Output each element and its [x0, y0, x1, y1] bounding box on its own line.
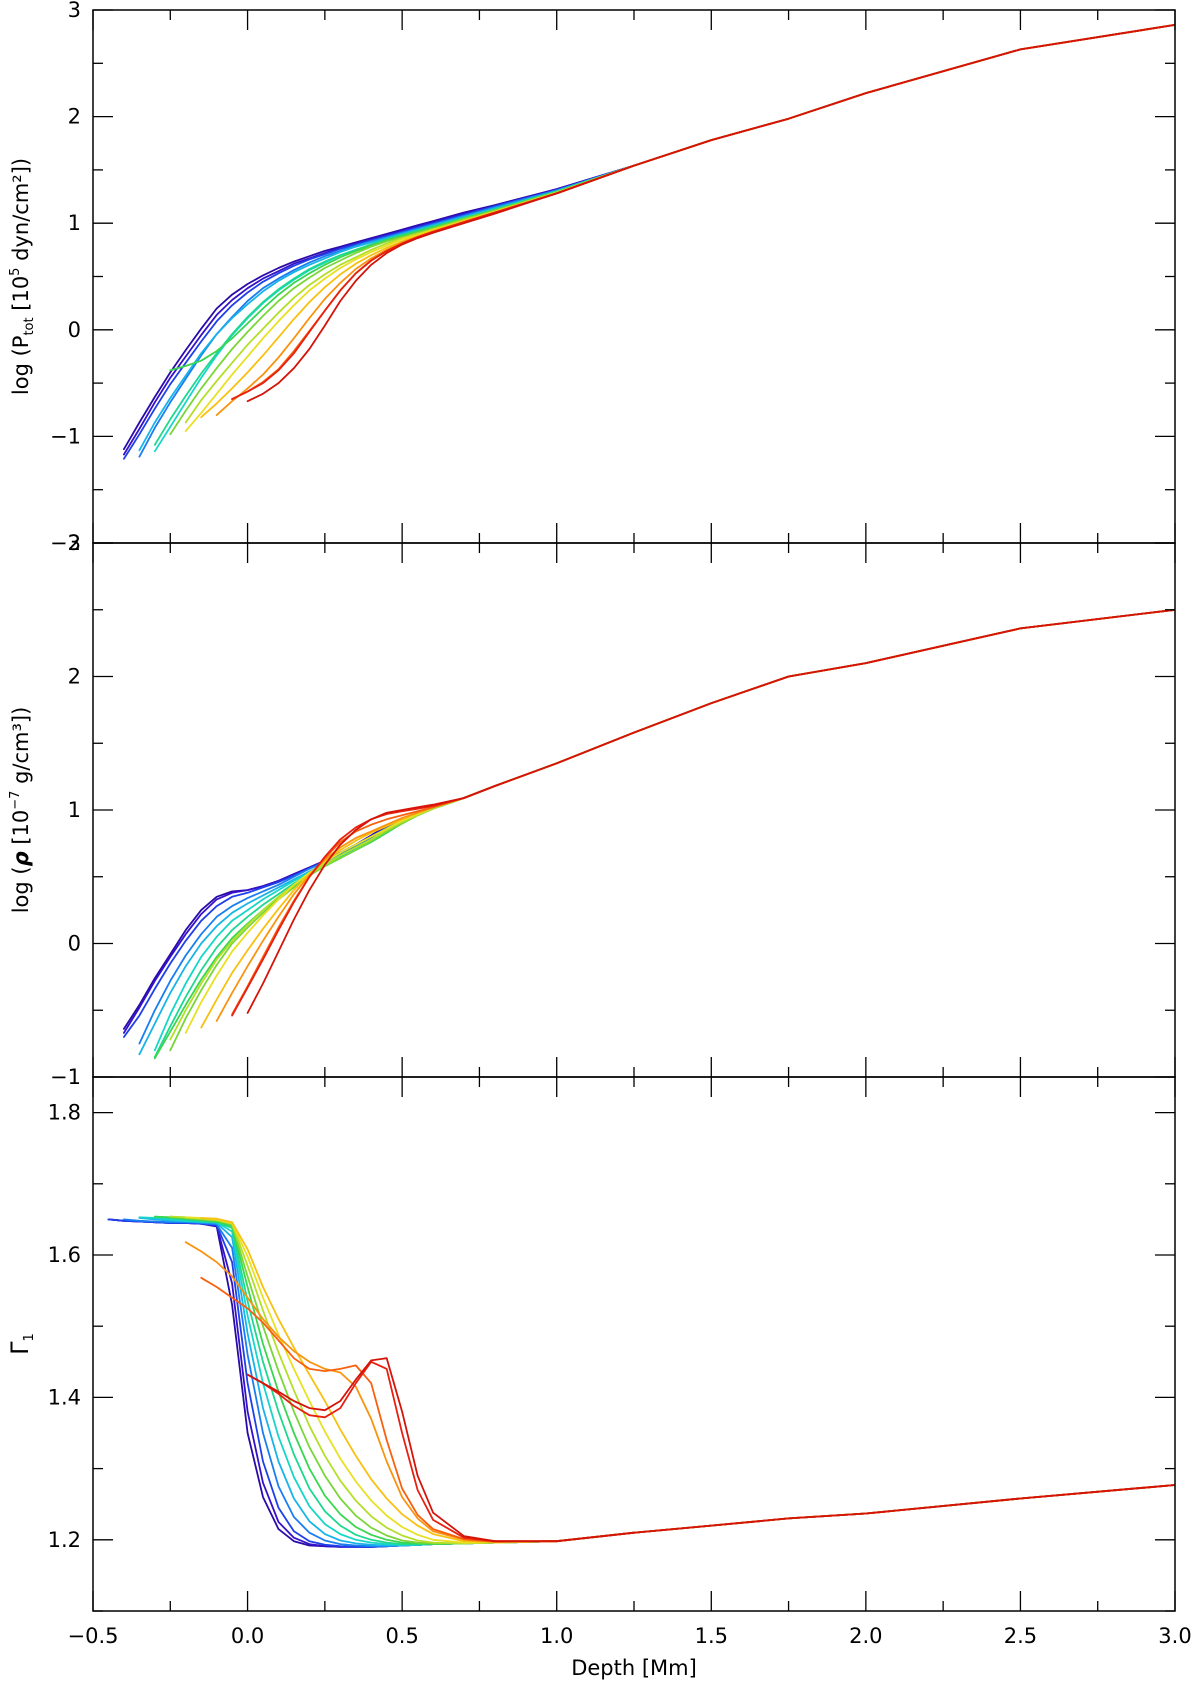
- series-line-4: [138, 608, 1175, 1045]
- y-tick-label: 0: [68, 318, 81, 342]
- series-line-13: [184, 1241, 1175, 1543]
- series-line-6: [153, 24, 1175, 453]
- series-group: [123, 24, 1175, 460]
- series-line-9: [169, 1215, 1175, 1545]
- x-tick-label: 3.0: [1158, 1624, 1191, 1648]
- x-tick-label: 1.0: [540, 1624, 573, 1648]
- y-tick-label: 2: [68, 665, 81, 689]
- series-line-16: [246, 608, 1175, 1014]
- series-line-7: [153, 24, 1175, 446]
- series-line-7: [153, 608, 1175, 1058]
- y-axis-label: Γ1: [6, 1333, 37, 1355]
- ylabel-superscript: −7: [8, 791, 23, 810]
- y-tick-label: 1.6: [48, 1243, 81, 1267]
- ylabel-superscript: 5: [8, 268, 23, 276]
- series-line-4: [123, 1218, 1175, 1548]
- series-line-5: [138, 608, 1175, 1056]
- y-axis-label: log (ρ [10−7 g/cm³]): [8, 707, 33, 914]
- y-tick-label: 1.8: [48, 1101, 81, 1125]
- ylabel-text: [10: [9, 810, 33, 852]
- panel-2: −1 0 1 2 3 log (ρ [10−7 g/cm³]): [8, 531, 1176, 1089]
- series-line-10: [169, 1215, 1175, 1545]
- y-tick-label: 1.4: [48, 1385, 81, 1409]
- ylabel-symbol: ρ: [9, 851, 33, 866]
- series-line-13: [215, 608, 1175, 1022]
- series-line-2: [123, 608, 1175, 1034]
- ylabel-text: [10: [9, 276, 33, 318]
- series-line-8: [169, 24, 1175, 372]
- ylabel-text: g/cm³]): [9, 707, 33, 791]
- series-line-1: [123, 24, 1175, 451]
- series-line-11: [184, 24, 1175, 432]
- ylabel-symbol: Γ: [6, 1341, 34, 1355]
- series-line-15: [231, 608, 1175, 1017]
- series-line-8: [153, 1215, 1175, 1545]
- series-line-10: [169, 608, 1175, 1041]
- x-tick-label: 2.5: [1004, 1624, 1037, 1648]
- series-line-10: [184, 24, 1175, 424]
- series-line-5: [138, 1217, 1175, 1547]
- series-line-1: [123, 608, 1175, 1030]
- series-line-15: [231, 24, 1175, 400]
- panel-3: 1.2 1.4 1.6 1.8 Γ1: [6, 1076, 1176, 1612]
- series-line-12: [200, 608, 1175, 1029]
- ylabel-subscript: 1: [22, 1333, 37, 1341]
- ylabel-text: log (P: [9, 336, 33, 396]
- series-line-6: [138, 1216, 1175, 1546]
- y-tick-label: −1: [50, 1065, 81, 1089]
- series-line-4: [138, 24, 1175, 458]
- ylabel-subscript: tot: [22, 317, 37, 335]
- series-line-16: [246, 1357, 1175, 1543]
- y-tick-label: 0: [68, 932, 81, 956]
- y-axis-label: log (Ptot [105 dyn/cm²]): [8, 158, 37, 395]
- series-line-5: [138, 24, 1175, 452]
- series-line-8: [153, 608, 1175, 1060]
- series-line-3: [123, 24, 1175, 460]
- x-tick-label: 1.5: [695, 1624, 728, 1648]
- plot-frame: [92, 9, 1176, 544]
- ylabel-text: log (: [9, 866, 33, 913]
- series-line-2: [123, 24, 1175, 456]
- x-axis-label: Depth [Mm]: [571, 1656, 697, 1680]
- x-tick-label: 0.0: [231, 1624, 264, 1648]
- series-line-2: [107, 1218, 1175, 1548]
- series-group: [107, 1215, 1175, 1548]
- series-line-16: [246, 24, 1175, 403]
- x-tick-label: 0.5: [385, 1624, 418, 1648]
- series-line-14: [231, 24, 1175, 400]
- series-group: [123, 608, 1175, 1060]
- series-line-3: [123, 608, 1175, 1038]
- y-tick-label: 3: [68, 531, 81, 555]
- plot-frame: [92, 1076, 1176, 1612]
- ylabel-text: dyn/cm²]): [9, 158, 33, 268]
- series-line-7: [153, 1215, 1175, 1545]
- series-line-13: [215, 24, 1175, 416]
- series-line-15: [246, 1360, 1175, 1543]
- panel-1: −2 −1 0 1 2 3 log (Ptot [105 dyn/cm²]): [8, 0, 1176, 555]
- y-tick-label: 1: [68, 211, 81, 235]
- series-line-9: [169, 608, 1175, 1052]
- series-line-11: [184, 1216, 1175, 1544]
- y-tick-label: −2: [50, 531, 81, 555]
- series-line-14: [200, 1276, 1175, 1543]
- series-line-14: [231, 608, 1175, 1016]
- x-tick-label: −0.5: [68, 1624, 119, 1648]
- series-line-9: [169, 24, 1175, 436]
- series-line-6: [153, 608, 1175, 1052]
- y-tick-label: 3: [68, 0, 81, 22]
- x-tick-label: 2.0: [849, 1624, 882, 1648]
- series-line-11: [184, 608, 1175, 1034]
- y-tick-label: −1: [50, 424, 81, 448]
- series-line-12: [200, 24, 1175, 419]
- y-tick-label: 1: [68, 798, 81, 822]
- y-tick-label: 2: [68, 105, 81, 129]
- y-tick-label: 1.2: [48, 1528, 81, 1552]
